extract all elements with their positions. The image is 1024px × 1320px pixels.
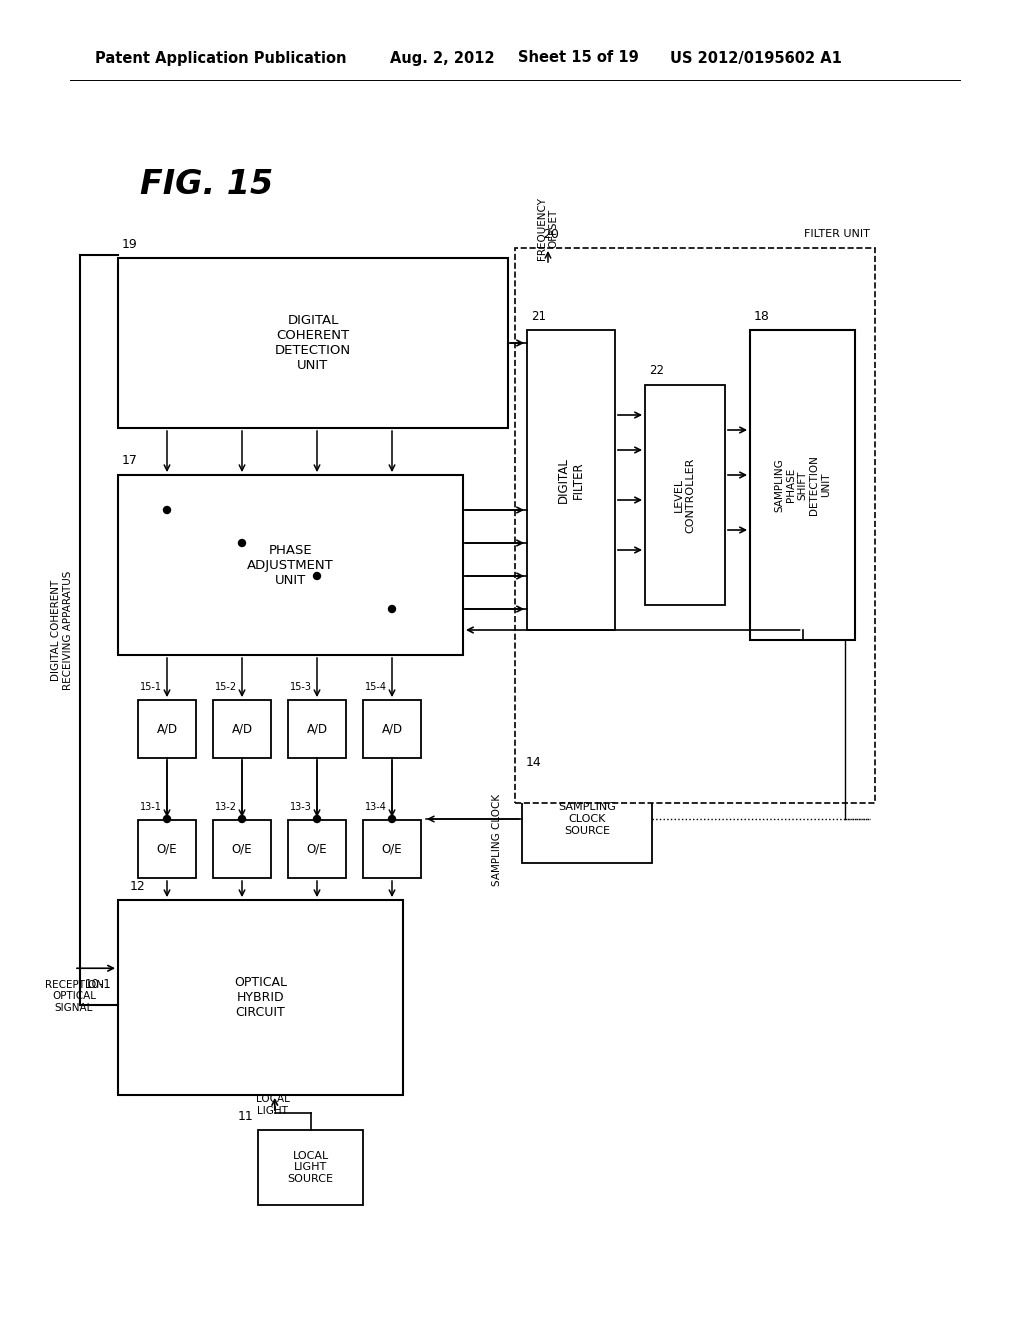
Circle shape xyxy=(313,816,321,822)
Text: 15-3: 15-3 xyxy=(290,682,312,692)
Text: 11: 11 xyxy=(238,1110,253,1123)
Text: DIGITAL
FILTER: DIGITAL FILTER xyxy=(557,457,585,503)
Text: 13-4: 13-4 xyxy=(365,803,387,812)
Text: SAMPLING
PHASE
SHIFT
DETECTION
UNIT: SAMPLING PHASE SHIFT DETECTION UNIT xyxy=(774,455,830,515)
Text: DIGITAL COHERENT
RECEIVING APPARATUS: DIGITAL COHERENT RECEIVING APPARATUS xyxy=(51,570,73,689)
Bar xyxy=(213,820,271,878)
Text: Sheet 15 of 19: Sheet 15 of 19 xyxy=(518,50,639,66)
Text: 22: 22 xyxy=(649,364,664,378)
Text: FIG. 15: FIG. 15 xyxy=(140,169,273,202)
Text: O/E: O/E xyxy=(382,842,402,855)
Text: A/D: A/D xyxy=(381,722,402,735)
Circle shape xyxy=(388,816,395,822)
Bar xyxy=(288,700,346,758)
Text: 21: 21 xyxy=(531,309,546,322)
Bar xyxy=(213,700,271,758)
Text: 13-2: 13-2 xyxy=(215,803,237,812)
Text: PHASE
ADJUSTMENT
UNIT: PHASE ADJUSTMENT UNIT xyxy=(247,544,334,586)
Text: 17: 17 xyxy=(122,454,138,467)
Circle shape xyxy=(164,507,171,513)
Text: SAMPLING
CLOCK
SOURCE: SAMPLING CLOCK SOURCE xyxy=(558,803,616,836)
Text: 10-1: 10-1 xyxy=(85,978,112,991)
Bar xyxy=(527,330,615,630)
Bar xyxy=(138,820,196,878)
Circle shape xyxy=(239,816,246,822)
Text: 14: 14 xyxy=(526,755,542,768)
Text: SAMPLING CLOCK: SAMPLING CLOCK xyxy=(492,793,502,886)
Bar xyxy=(258,1130,362,1205)
Text: A/D: A/D xyxy=(157,722,177,735)
Text: A/D: A/D xyxy=(306,722,328,735)
Text: Patent Application Publication: Patent Application Publication xyxy=(95,50,346,66)
Bar xyxy=(118,900,403,1096)
Bar xyxy=(645,385,725,605)
Text: 15-2: 15-2 xyxy=(215,682,238,692)
Text: RECEPTION
OPTICAL
SIGNAL: RECEPTION OPTICAL SIGNAL xyxy=(44,979,103,1012)
Text: FREQUENCY
OFFSET: FREQUENCY OFFSET xyxy=(538,197,559,260)
Text: 18: 18 xyxy=(754,309,770,322)
Text: LOCAL
LIGHT
SOURCE: LOCAL LIGHT SOURCE xyxy=(288,1151,334,1184)
Bar xyxy=(118,257,508,428)
Circle shape xyxy=(239,540,246,546)
Text: 12: 12 xyxy=(130,879,145,892)
Text: O/E: O/E xyxy=(157,842,177,855)
Bar xyxy=(118,475,463,655)
Text: O/E: O/E xyxy=(306,842,328,855)
Bar xyxy=(288,820,346,878)
Text: US 2012/0195602 A1: US 2012/0195602 A1 xyxy=(670,50,842,66)
Bar xyxy=(138,700,196,758)
Text: 20: 20 xyxy=(543,227,559,240)
Text: OPTICAL
HYBRID
CIRCUIT: OPTICAL HYBRID CIRCUIT xyxy=(234,975,287,1019)
Text: 19: 19 xyxy=(122,238,138,251)
Text: LOCAL
LIGHT: LOCAL LIGHT xyxy=(256,1094,290,1115)
Bar xyxy=(750,330,855,640)
Text: Aug. 2, 2012: Aug. 2, 2012 xyxy=(390,50,495,66)
Text: 13-3: 13-3 xyxy=(290,803,312,812)
Text: FILTER UNIT: FILTER UNIT xyxy=(804,228,870,239)
Text: 13-1: 13-1 xyxy=(140,803,162,812)
Text: 15-1: 15-1 xyxy=(140,682,162,692)
Text: O/E: O/E xyxy=(231,842,252,855)
Text: LEVEL
CONTROLLER: LEVEL CONTROLLER xyxy=(674,457,695,533)
Text: 15-4: 15-4 xyxy=(365,682,387,692)
Text: A/D: A/D xyxy=(231,722,253,735)
Bar xyxy=(522,775,652,863)
Bar xyxy=(362,700,421,758)
Text: DIGITAL
COHERENT
DETECTION
UNIT: DIGITAL COHERENT DETECTION UNIT xyxy=(274,314,351,372)
Circle shape xyxy=(313,573,321,579)
Bar xyxy=(515,248,874,803)
Bar xyxy=(362,820,421,878)
Circle shape xyxy=(388,606,395,612)
Circle shape xyxy=(164,816,171,822)
